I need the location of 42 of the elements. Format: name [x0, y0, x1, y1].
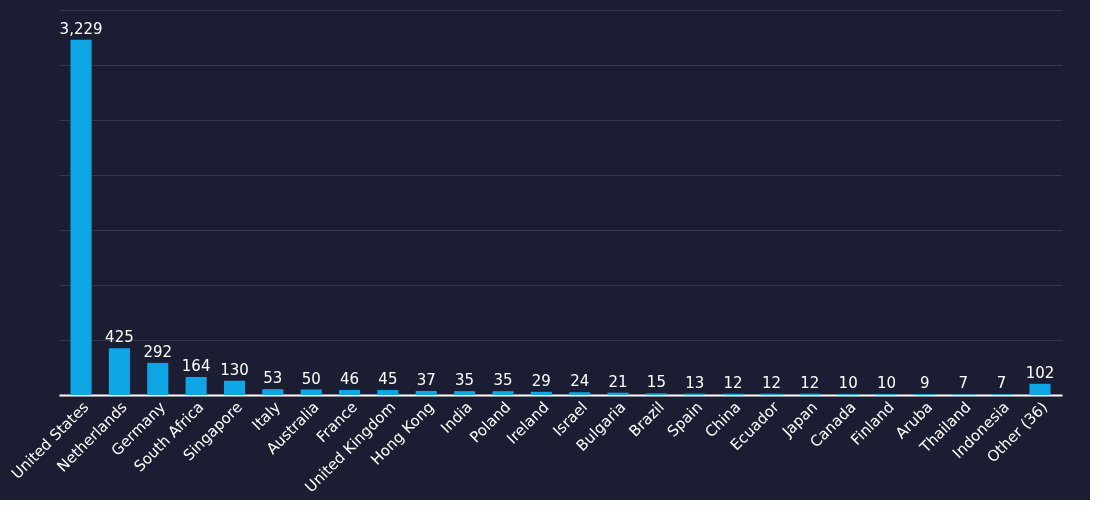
- data-label: 10: [876, 373, 897, 392]
- data-label: 21: [608, 372, 628, 391]
- bar: [108, 348, 130, 395]
- data-label: 15: [646, 373, 666, 392]
- bar: [492, 391, 514, 395]
- bar: [569, 392, 591, 395]
- data-label: 24: [570, 372, 590, 391]
- bar: [262, 389, 284, 395]
- data-label: 102: [1025, 363, 1055, 382]
- data-label: 164: [181, 356, 211, 375]
- bar: [530, 391, 552, 395]
- data-label: 3,229: [59, 19, 103, 38]
- data-label: 13: [685, 373, 705, 392]
- bar: [454, 391, 476, 395]
- bar: [339, 389, 361, 395]
- data-label: 35: [455, 371, 475, 390]
- data-label: 45: [378, 370, 398, 389]
- data-label: 12: [800, 373, 820, 392]
- bar: [185, 376, 207, 395]
- data-label: 53: [263, 369, 283, 388]
- data-label: 10: [838, 373, 858, 392]
- bar: [70, 39, 92, 395]
- data-label: 50: [301, 369, 321, 388]
- data-label: 35: [493, 371, 513, 390]
- bar: [147, 362, 169, 395]
- data-label: 292: [143, 342, 173, 361]
- data-label: 7: [996, 374, 1007, 393]
- data-label: 37: [416, 370, 436, 389]
- data-label: 7: [958, 374, 969, 393]
- data-label: 12: [723, 373, 743, 392]
- data-label: 46: [340, 369, 360, 388]
- bar: [415, 390, 437, 395]
- data-label: 9: [920, 374, 930, 393]
- data-label: 130: [220, 360, 249, 379]
- data-label: 29: [531, 371, 551, 390]
- bar: [300, 389, 322, 395]
- bar: [377, 390, 399, 395]
- bar: [223, 380, 246, 395]
- bar: [607, 392, 629, 395]
- bar: [1029, 383, 1051, 395]
- data-label: 425: [105, 328, 134, 347]
- data-label: 12: [761, 373, 781, 392]
